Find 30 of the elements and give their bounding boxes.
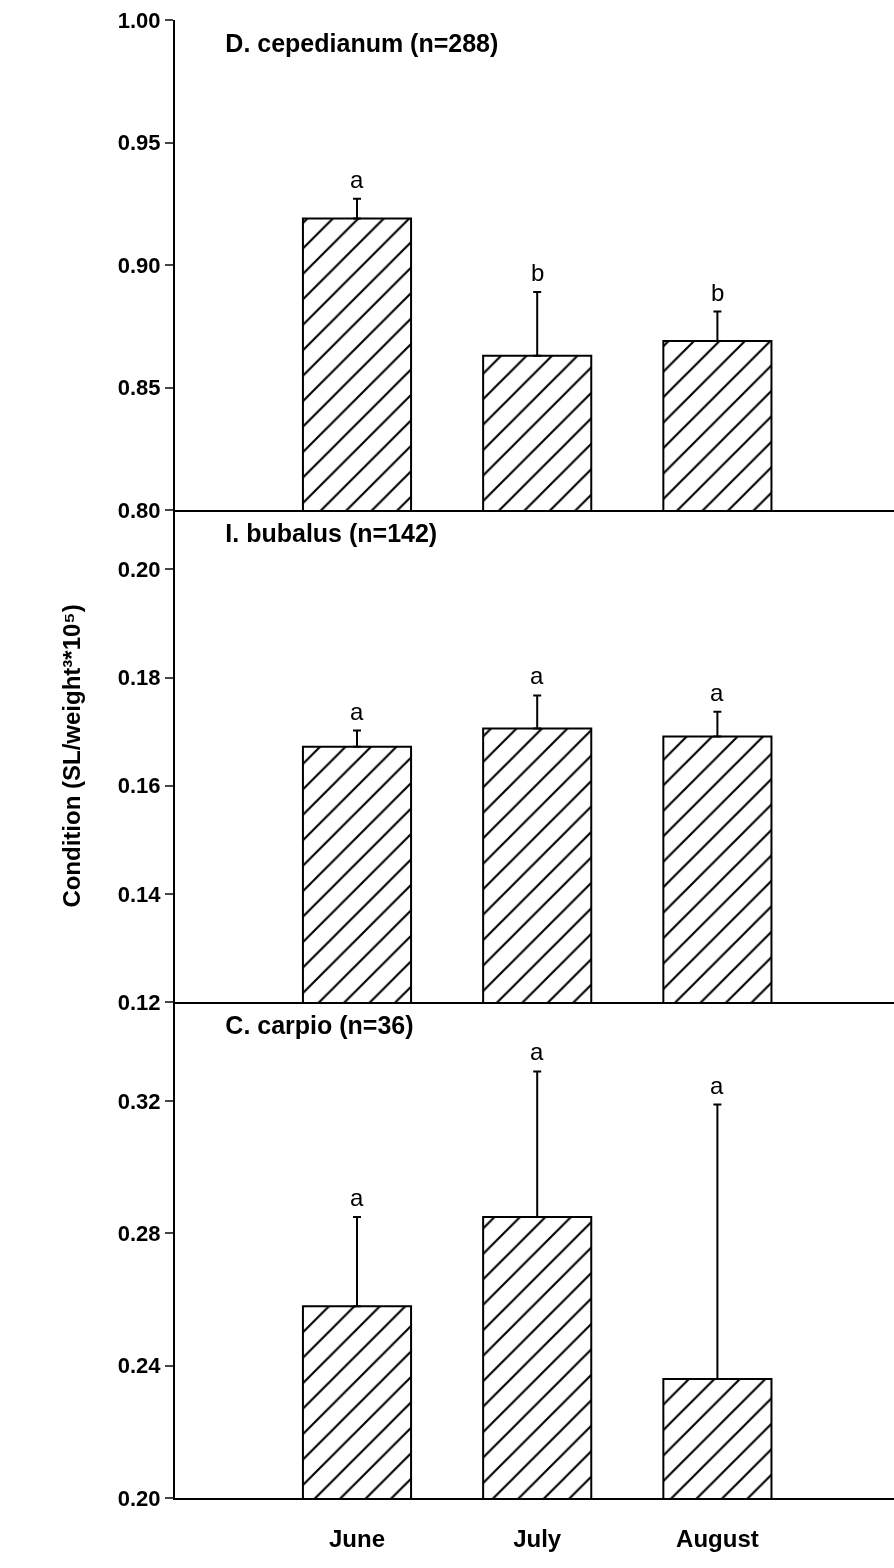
y-tick-label: 0.20 (117, 1485, 161, 1511)
y-tick-label: 0.18 (117, 665, 161, 691)
annotation: a (710, 679, 724, 706)
annotation: a (530, 1038, 544, 1065)
x-tick-label: July (513, 1524, 562, 1552)
annotation: a (350, 166, 364, 193)
x-tick-label: August (676, 1524, 759, 1552)
y-tick-label: 0.32 (117, 1088, 161, 1114)
annotation: a (350, 1184, 364, 1211)
y-tick-label: 0.90 (117, 252, 161, 278)
y-tick-label: 0.24 (117, 1353, 162, 1379)
annotation: a (710, 1072, 724, 1099)
annotation: b (531, 259, 545, 286)
chart-title: C. carpio (n=36) (225, 1011, 414, 1040)
y-axis-title: Condition (SL/weight³*10⁵) (58, 604, 86, 908)
y-tick-label: 0.28 (117, 1221, 161, 1247)
x-tick-label: June (328, 1524, 386, 1552)
annotation: a (530, 662, 544, 689)
y-tick-label: 0.85 (117, 375, 161, 401)
y-tick-label: 0.14 (117, 881, 162, 907)
y-tick-label: 0.80 (117, 497, 161, 523)
chart-title: I. bubalus (n=142) (225, 519, 438, 548)
annotation: b (711, 279, 725, 306)
y-tick-label: 0.20 (117, 557, 161, 583)
y-tick-label: 0.12 (117, 989, 161, 1015)
y-tick-label: 1.00 (117, 7, 161, 33)
y-tick-label: 0.95 (117, 130, 161, 156)
annotation: a (350, 698, 364, 725)
y-tick-label: 0.16 (117, 773, 161, 799)
chart-title: D. cepedianum (n=288) (225, 29, 499, 58)
